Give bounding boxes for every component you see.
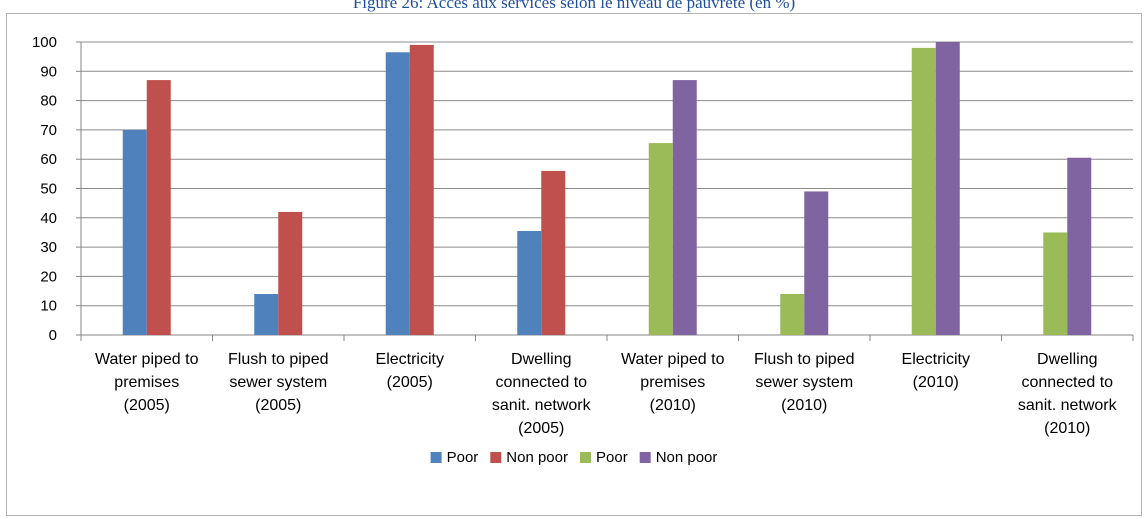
y-tick-label: 0 bbox=[49, 327, 57, 344]
legend-label: Poor bbox=[596, 449, 628, 466]
x-category-label: connected to bbox=[495, 374, 587, 391]
x-category-label: (2010) bbox=[1044, 420, 1090, 437]
x-category-label: (2010) bbox=[781, 397, 827, 414]
bar bbox=[911, 47, 936, 336]
x-category-label: Flush to piped bbox=[228, 351, 329, 368]
x-category-label: Flush to piped bbox=[754, 351, 855, 368]
x-category-label: premises bbox=[114, 374, 179, 391]
x-category-label: (2010) bbox=[913, 374, 959, 391]
y-tick-label: 100 bbox=[32, 34, 57, 51]
x-category-label: (2010) bbox=[650, 397, 696, 414]
x-category-label: premises bbox=[640, 374, 705, 391]
x-category-label: sewer system bbox=[755, 374, 853, 391]
bar bbox=[122, 129, 147, 335]
x-category-label: Water piped to bbox=[95, 351, 199, 368]
y-tick-label: 10 bbox=[40, 298, 57, 315]
x-category-label: (2005) bbox=[255, 397, 301, 414]
x-category-label: connected to bbox=[1021, 374, 1113, 391]
bar bbox=[146, 80, 171, 335]
chart-frame bbox=[6, 13, 1142, 516]
x-category-label: Electricity bbox=[902, 351, 970, 368]
legend-label: Non poor bbox=[506, 449, 568, 466]
y-tick-label: 30 bbox=[40, 239, 57, 256]
x-category-label: sanit. network bbox=[1018, 397, 1118, 414]
y-tick-label: 40 bbox=[40, 210, 57, 227]
legend-swatch bbox=[430, 452, 442, 463]
bar bbox=[780, 293, 805, 335]
y-tick-label: 80 bbox=[40, 93, 57, 110]
x-category-label: Dwelling bbox=[511, 351, 571, 368]
bar bbox=[541, 170, 566, 335]
y-tick-label: 50 bbox=[40, 181, 57, 198]
bar bbox=[409, 44, 434, 336]
y-tick-label: 20 bbox=[40, 268, 57, 285]
x-category-label: (2005) bbox=[387, 374, 433, 391]
x-category-label: (2005) bbox=[518, 420, 564, 437]
legend-swatch bbox=[580, 452, 591, 463]
legend-label: Non poor bbox=[656, 449, 718, 466]
bar bbox=[254, 293, 279, 335]
chart-title: Figure 26: Accès aux services selon le n… bbox=[352, 0, 796, 12]
x-category-label: sewer system bbox=[229, 374, 327, 391]
y-tick-label: 70 bbox=[40, 122, 57, 139]
bar bbox=[648, 143, 673, 335]
x-category-label: (2005) bbox=[124, 397, 170, 414]
y-tick-label: 90 bbox=[40, 63, 57, 80]
bar bbox=[1043, 232, 1068, 335]
y-tick-label: 60 bbox=[40, 151, 57, 168]
bar bbox=[385, 52, 410, 335]
bar bbox=[804, 191, 829, 335]
legend-label: Poor bbox=[447, 449, 479, 466]
bar bbox=[672, 80, 697, 335]
bar bbox=[278, 211, 303, 335]
x-category-label: Dwelling bbox=[1037, 351, 1097, 368]
bar bbox=[517, 230, 542, 335]
x-category-label: Electricity bbox=[376, 351, 444, 368]
x-category-label: Water piped to bbox=[621, 351, 725, 368]
x-category-label: sanit. network bbox=[492, 397, 592, 414]
legend-swatch bbox=[490, 452, 502, 463]
bar bbox=[1067, 157, 1092, 335]
legend-swatch bbox=[639, 452, 651, 463]
bar bbox=[935, 42, 960, 335]
